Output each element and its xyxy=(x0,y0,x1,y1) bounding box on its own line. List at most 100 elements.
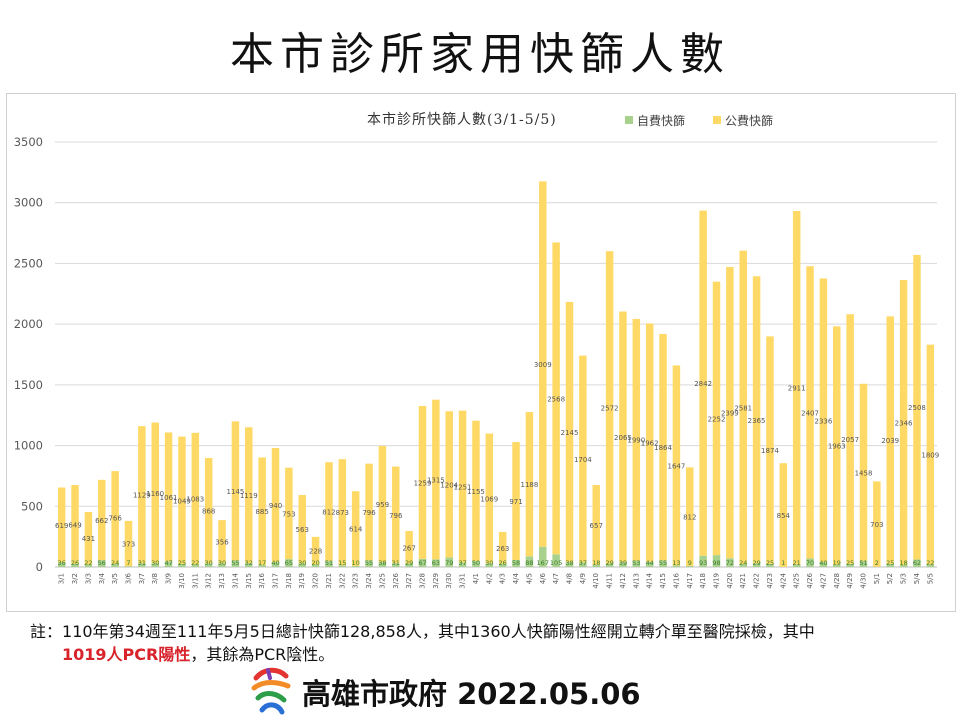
data-label-self-pay: 72 xyxy=(726,559,734,567)
pcr-positive-highlight: 1019人PCR陽性 xyxy=(62,645,191,664)
bar-self-pay xyxy=(271,562,280,567)
bar-self-pay xyxy=(632,560,641,567)
bar-self-pay xyxy=(98,560,106,567)
x-tick-label: 4/6 xyxy=(539,572,547,584)
bar-public xyxy=(151,422,159,564)
bar-self-pay xyxy=(311,564,320,567)
bar-self-pay xyxy=(739,564,747,567)
data-label-self-pay: 19 xyxy=(833,559,841,567)
data-label-self-pay: 51 xyxy=(325,559,333,567)
x-tick-label: 3/11 xyxy=(191,573,199,589)
data-label-public: 373 xyxy=(122,541,135,549)
bar-public xyxy=(686,467,694,566)
data-label-public: 1155 xyxy=(467,488,485,496)
data-label-self-pay: 9 xyxy=(688,559,692,567)
data-label-self-pay: 53 xyxy=(632,559,640,567)
data-label-public: 657 xyxy=(590,522,603,530)
data-label-public: 766 xyxy=(108,515,122,523)
bar-public xyxy=(525,412,534,557)
bar-self-pay xyxy=(218,563,226,567)
bar-self-pay xyxy=(298,563,306,567)
y-tick-label: 1000 xyxy=(14,439,43,453)
bar-public xyxy=(739,250,747,565)
x-tick-label: 3/15 xyxy=(245,573,253,589)
x-tick-label: 3/4 xyxy=(98,572,106,584)
data-label-public: 2346 xyxy=(895,419,913,427)
x-tick-label: 3/8 xyxy=(151,573,159,584)
data-label-public: 2252 xyxy=(708,415,726,423)
data-label-self-pay: 26 xyxy=(71,559,79,567)
bar-public xyxy=(766,336,774,564)
data-label-self-pay: 58 xyxy=(512,559,520,567)
data-label-self-pay: 167 xyxy=(537,559,549,567)
data-label-public: 619 xyxy=(55,522,68,530)
data-label-public: 703 xyxy=(870,521,883,529)
bar-self-pay xyxy=(111,564,119,567)
x-tick-label: 3/16 xyxy=(258,572,266,588)
footnote-line2: ，其餘為PCR陰性。 xyxy=(190,645,335,664)
x-tick-label: 3/17 xyxy=(272,573,280,589)
x-tick-label: 5/1 xyxy=(873,573,881,584)
x-tick-label: 3/19 xyxy=(298,573,306,589)
bar-public xyxy=(712,281,721,556)
data-label-public: 2365 xyxy=(748,417,766,425)
bar-self-pay xyxy=(833,564,841,567)
data-label-public: 1188 xyxy=(520,481,538,489)
footer-date: 2022.05.06 xyxy=(457,677,641,711)
data-label-public: 228 xyxy=(309,548,322,556)
bar-public xyxy=(392,466,400,564)
x-tick-label: 5/4 xyxy=(913,572,921,584)
bar-self-pay xyxy=(351,565,360,567)
data-label-self-pay: 24 xyxy=(111,559,119,567)
bar-public xyxy=(271,448,280,563)
data-label-public: 614 xyxy=(349,526,363,534)
bar-public xyxy=(138,426,146,564)
bar-public xyxy=(605,251,614,564)
stacked-bar-chart: 本市診所快篩人數(3/1-5/5) 自費快篩 公費快篩 050010001500… xyxy=(14,111,940,589)
bar-self-pay xyxy=(151,563,159,567)
bar-self-pay xyxy=(71,563,79,567)
x-tick-label: 4/22 xyxy=(753,573,761,589)
bar-self-pay xyxy=(605,563,614,567)
data-label-self-pay: 29 xyxy=(605,559,613,567)
bar-public xyxy=(258,457,266,565)
data-label-self-pay: 30 xyxy=(485,559,493,567)
data-label-self-pay: 7 xyxy=(126,559,130,567)
bar-public xyxy=(592,485,600,565)
data-label-self-pay: 51 xyxy=(859,559,867,567)
x-tick-label: 4/5 xyxy=(525,573,533,584)
data-label-self-pay: 22 xyxy=(926,559,934,567)
x-tick-label: 3/1 xyxy=(58,573,66,584)
data-label-public: 1963 xyxy=(828,443,846,451)
bar-self-pay xyxy=(886,563,894,567)
bar-self-pay xyxy=(525,556,534,567)
bar-self-pay xyxy=(726,558,734,567)
data-label-self-pay: 65 xyxy=(285,559,293,567)
x-tick-label: 3/23 xyxy=(352,573,360,589)
x-tick-label: 3/29 xyxy=(432,573,440,589)
data-label-public: 2508 xyxy=(908,404,926,412)
footer-brand: 高雄市政府 2022.05.06 xyxy=(248,664,728,716)
bar-self-pay xyxy=(472,560,480,567)
data-label-self-pay: 88 xyxy=(525,559,533,567)
bar-public xyxy=(418,405,427,559)
bar-public xyxy=(672,365,681,566)
x-tick-label: 4/11 xyxy=(606,573,614,589)
data-label-public: 812 xyxy=(683,514,696,522)
legend-swatch-public xyxy=(713,116,721,124)
data-label-public: 2572 xyxy=(601,404,619,412)
bar-public xyxy=(351,491,360,566)
bar-public xyxy=(726,266,734,559)
x-tick-label: 4/23 xyxy=(766,573,774,589)
x-tick-label: 3/31 xyxy=(459,573,467,589)
data-label-public: 1990 xyxy=(627,437,645,445)
bar-self-pay xyxy=(485,563,494,567)
bar-self-pay xyxy=(164,561,173,567)
bar-self-pay xyxy=(178,563,186,567)
bar-self-pay xyxy=(338,565,347,567)
bar-public xyxy=(539,181,547,547)
data-label-public: 1083 xyxy=(186,496,204,504)
x-tick-label: 3/21 xyxy=(325,573,333,589)
data-label-self-pay: 37 xyxy=(458,559,466,567)
data-label-self-pay: 79 xyxy=(445,559,453,567)
